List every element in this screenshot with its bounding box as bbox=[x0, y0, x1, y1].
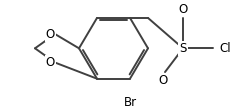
Text: S: S bbox=[179, 42, 187, 55]
Text: O: O bbox=[46, 56, 55, 69]
Text: O: O bbox=[46, 28, 55, 41]
Text: Br: Br bbox=[124, 96, 136, 109]
Text: O: O bbox=[178, 3, 188, 16]
Text: O: O bbox=[158, 74, 167, 87]
Text: Cl: Cl bbox=[219, 42, 231, 55]
